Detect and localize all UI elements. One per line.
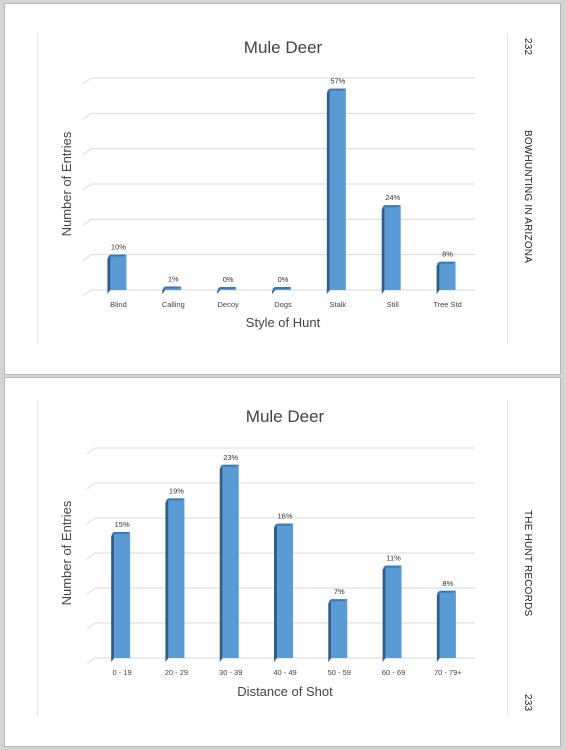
category-label: Blind — [110, 300, 127, 309]
running-head: BOWHUNTING IN ARIZONA — [522, 130, 533, 264]
bar-side — [274, 523, 277, 662]
data-label: 57% — [330, 77, 345, 86]
gridline-edge — [86, 447, 96, 455]
data-label: 24% — [385, 193, 400, 202]
data-label: 19% — [169, 486, 184, 495]
bar-top — [217, 287, 237, 289]
category-label: Tree Std — [433, 300, 461, 309]
bar-side — [219, 464, 223, 662]
bar-top — [381, 205, 401, 208]
bar-top — [219, 464, 239, 467]
category-label: 60 - 69 — [382, 668, 405, 677]
bar-top — [111, 532, 131, 534]
bar — [331, 599, 348, 658]
gridline-edge — [82, 218, 92, 226]
data-label: 8% — [442, 250, 453, 259]
bar-side — [436, 261, 440, 294]
bar-top — [274, 523, 293, 526]
bar-top — [165, 498, 185, 501]
page-233: Mule Deer Distance of Shot Number of Entri… — [5, 378, 560, 746]
bar — [439, 590, 456, 658]
chart-style-of-hunt: Mule Deer Style of Hunt Number of Entries 1… — [59, 38, 475, 330]
data-label: 8% — [442, 579, 453, 588]
bar-side — [326, 88, 330, 294]
data-label: 10% — [111, 243, 126, 252]
gridline-edge — [86, 482, 96, 490]
gridline-edge — [82, 77, 92, 85]
data-label: 0% — [223, 275, 234, 284]
gridline-edge — [86, 587, 96, 595]
bar-top — [272, 287, 291, 289]
bar-side — [436, 590, 440, 662]
gridline-edge — [82, 183, 92, 191]
page-number: 232 — [522, 38, 533, 56]
category-label: 30 - 39 — [219, 668, 242, 677]
chart-title: Mule Deer — [246, 407, 325, 426]
bar-top — [328, 599, 348, 602]
y-axis-label: Number of Entries — [59, 500, 74, 605]
x-axis-label: Style of Hunt — [246, 315, 321, 330]
category-label: 50 - 59 — [328, 668, 351, 677]
gridline-edge — [82, 254, 92, 262]
bar-top — [162, 286, 182, 289]
bar-side — [381, 205, 385, 294]
right-margin-line — [507, 34, 508, 344]
bar-top — [107, 254, 127, 257]
data-label: 0% — [278, 275, 289, 284]
category-label: 40 - 49 — [273, 668, 296, 677]
category-label: Stalk — [330, 300, 347, 309]
bar — [439, 261, 456, 290]
data-label: 16% — [277, 512, 292, 521]
category-label: Calling — [162, 300, 185, 309]
bar — [114, 532, 131, 658]
bar — [385, 565, 402, 658]
bar — [168, 498, 185, 658]
bar-top — [436, 261, 456, 264]
bar — [222, 464, 239, 658]
gridline-edge — [86, 622, 96, 630]
gridline-edge — [86, 552, 96, 560]
bar-side — [382, 565, 386, 662]
bar — [329, 88, 346, 290]
page-number: 233 — [522, 694, 533, 712]
category-label: Decoy — [218, 300, 240, 309]
data-label: 11% — [386, 554, 401, 563]
left-margin-line — [37, 34, 38, 344]
category-label: Dogs — [274, 300, 292, 309]
bar-top — [436, 590, 456, 593]
chart-title: Mule Deer — [244, 38, 323, 57]
bar-side — [165, 498, 169, 662]
y-axis-label: Number of Entries — [59, 131, 74, 236]
category-label: 20 - 29 — [165, 668, 188, 677]
left-margin-line — [37, 400, 38, 716]
page-232: Mule Deer Style of Hunt Number of Entries 1… — [5, 4, 560, 374]
bar — [277, 523, 293, 658]
bar-side — [111, 532, 115, 662]
x-axis-label: Distance of Shot — [237, 684, 333, 699]
category-label: 70 - 79+ — [434, 668, 462, 677]
bar-side — [107, 254, 111, 294]
gridline-edge — [86, 657, 96, 665]
category-label: Still — [387, 300, 399, 309]
data-label: 7% — [334, 587, 345, 596]
data-label: 1% — [168, 274, 179, 283]
data-label: 23% — [223, 453, 238, 462]
gridline-edge — [82, 112, 92, 120]
gridline-edge — [82, 148, 92, 156]
category-label: 0 - 19 — [113, 668, 132, 677]
data-label: 15% — [115, 520, 130, 529]
bar — [110, 254, 127, 290]
gridline-edge — [82, 289, 92, 297]
running-head: THE HUNT RECORDS — [522, 510, 533, 617]
right-margin-line — [507, 400, 508, 716]
gridline-edge — [86, 517, 96, 525]
bar-top — [382, 565, 402, 568]
bar — [384, 205, 401, 290]
chart-distance-of-shot: Mule Deer Distance of Shot Number of Entri… — [59, 407, 475, 699]
bar-side — [328, 599, 332, 662]
bar-top — [326, 88, 346, 91]
